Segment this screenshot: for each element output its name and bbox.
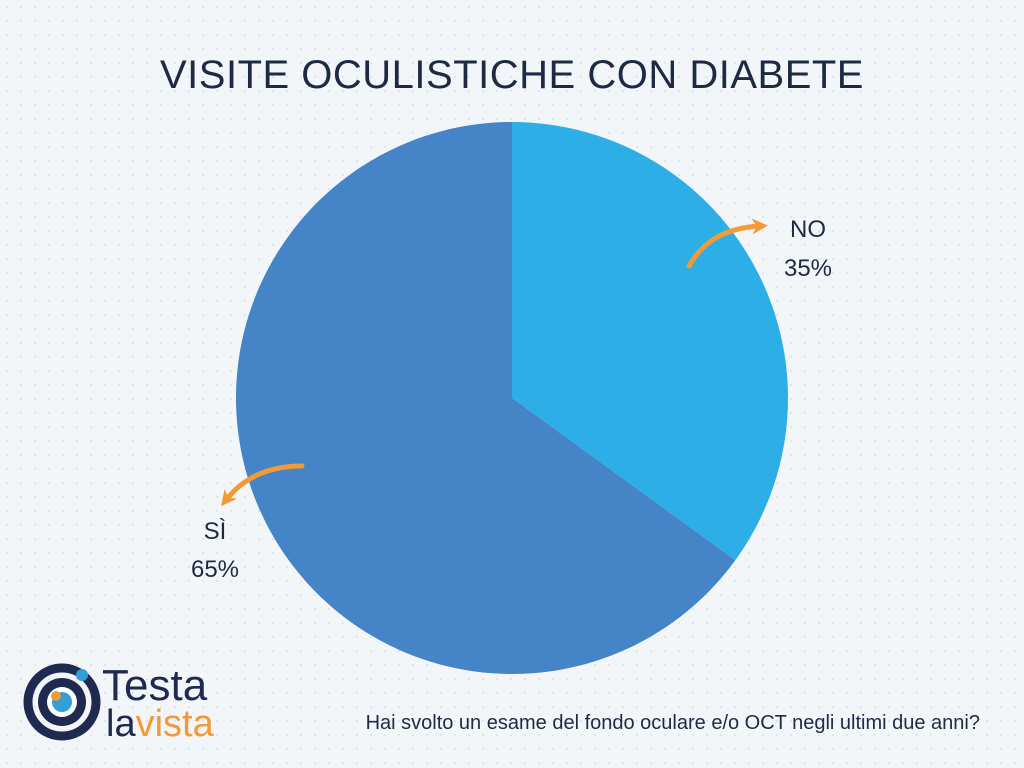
logo-text-lavista: lavista: [106, 703, 215, 745]
slice-label-si: SÌ: [204, 518, 227, 545]
logo-text-vista: vista: [136, 703, 215, 745]
question-caption: Hai svolto un esame del fondo oculare e/…: [365, 712, 980, 734]
eye-logo-icon: [23, 663, 101, 741]
slice-value-no: 35%: [784, 255, 832, 282]
pie-slice-si: [236, 122, 736, 674]
slice-value-si: 65%: [191, 556, 239, 583]
pie-slice-no: [512, 122, 789, 561]
chart-title: VISITE OCULISTICHE CON DIABETE: [159, 53, 864, 97]
logo: Testa lavista: [23, 661, 215, 745]
slice-label-no: NO: [790, 216, 826, 243]
no-arrow-icon: [686, 218, 768, 269]
logo-text-testa: Testa: [102, 661, 208, 710]
pie-slices: [236, 122, 789, 674]
si-arrow-icon: [221, 463, 305, 507]
logo-text-la: la: [106, 703, 136, 745]
